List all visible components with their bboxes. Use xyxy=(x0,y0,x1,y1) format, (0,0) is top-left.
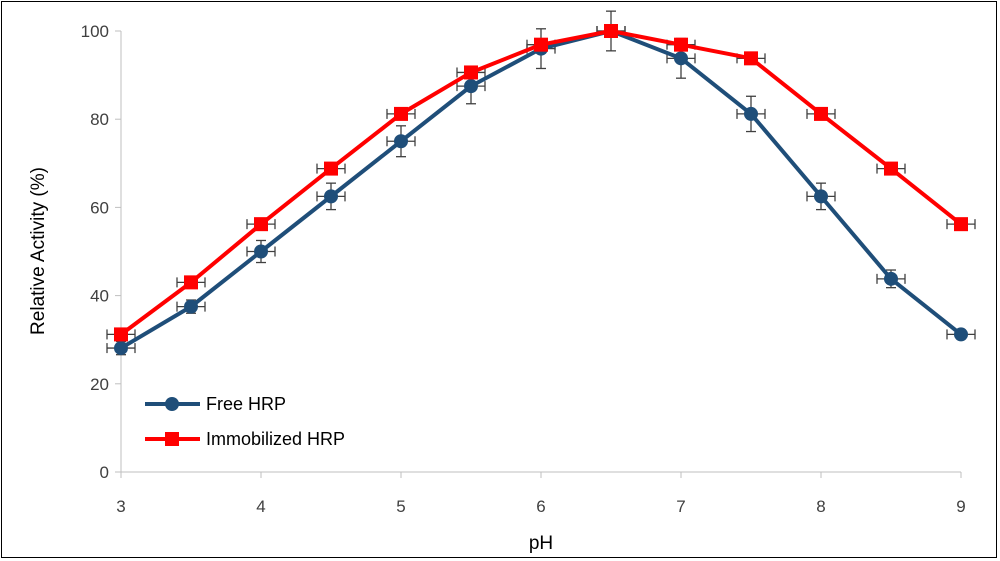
legend: Free HRP Immobilized HRP xyxy=(145,394,345,449)
x-tick-label: 5 xyxy=(396,497,405,516)
data-point-free-hrp xyxy=(744,106,758,121)
data-point-free-hrp xyxy=(184,299,198,314)
y-tick-label: 40 xyxy=(90,287,109,306)
data-point-immobilized-hrp xyxy=(604,24,618,38)
series-markers xyxy=(114,24,968,356)
data-point-free-hrp xyxy=(954,327,968,342)
y-tick-label: 80 xyxy=(90,110,109,129)
x-tick-label: 4 xyxy=(256,497,265,516)
data-point-free-hrp xyxy=(394,134,408,149)
y-tick-label: 0 xyxy=(100,463,109,482)
error-bars xyxy=(106,10,976,356)
y-tick-label: 20 xyxy=(90,375,109,394)
x-tick-label: 6 xyxy=(536,497,545,516)
data-point-immobilized-hrp xyxy=(184,275,198,290)
data-point-free-hrp xyxy=(324,189,338,204)
legend-label-free-hrp: Free HRP xyxy=(206,394,286,414)
data-point-immobilized-hrp xyxy=(114,327,128,342)
data-point-free-hrp xyxy=(464,79,478,94)
data-point-immobilized-hrp xyxy=(324,161,338,176)
series-lines xyxy=(119,29,963,350)
legend-marker-immobilized-hrp xyxy=(165,432,179,446)
data-point-free-hrp xyxy=(114,341,128,356)
y-axis-title: Relative Activity (%) xyxy=(28,167,49,335)
data-point-immobilized-hrp xyxy=(534,37,548,52)
legend-item-free-hrp: Free HRP xyxy=(145,394,286,414)
data-point-free-hrp xyxy=(674,51,688,66)
data-point-immobilized-hrp xyxy=(464,65,478,80)
data-point-free-hrp xyxy=(814,189,828,204)
data-point-immobilized-hrp xyxy=(674,37,688,52)
series-line-free-hrp xyxy=(119,29,963,350)
data-point-immobilized-hrp xyxy=(814,106,828,121)
data-point-free-hrp xyxy=(254,244,268,259)
legend-label-immobilized-hrp: Immobilized HRP xyxy=(206,429,345,449)
x-tick-label: 7 xyxy=(676,497,685,516)
x-tick-label: 9 xyxy=(956,497,965,516)
x-tick-label: 3 xyxy=(116,497,125,516)
series-line-immobilized-hrp xyxy=(119,29,963,337)
data-point-immobilized-hrp xyxy=(394,106,408,121)
data-point-immobilized-hrp xyxy=(254,217,268,232)
data-point-free-hrp xyxy=(884,271,898,286)
axes xyxy=(115,30,962,478)
data-point-immobilized-hrp xyxy=(744,51,758,66)
y-tick-label: 60 xyxy=(90,198,109,217)
tick-labels: 0 20 40 60 80 100 3 4 5 6 7 8 9 xyxy=(81,22,966,516)
legend-item-immobilized-hrp: Immobilized HRP xyxy=(145,429,345,449)
x-axis-title: pH xyxy=(529,533,553,554)
y-tick-label: 100 xyxy=(81,22,109,41)
legend-marker-free-hrp xyxy=(165,397,179,411)
x-tick-label: 8 xyxy=(816,497,825,516)
data-point-immobilized-hrp xyxy=(954,217,968,232)
data-point-immobilized-hrp xyxy=(884,161,898,176)
